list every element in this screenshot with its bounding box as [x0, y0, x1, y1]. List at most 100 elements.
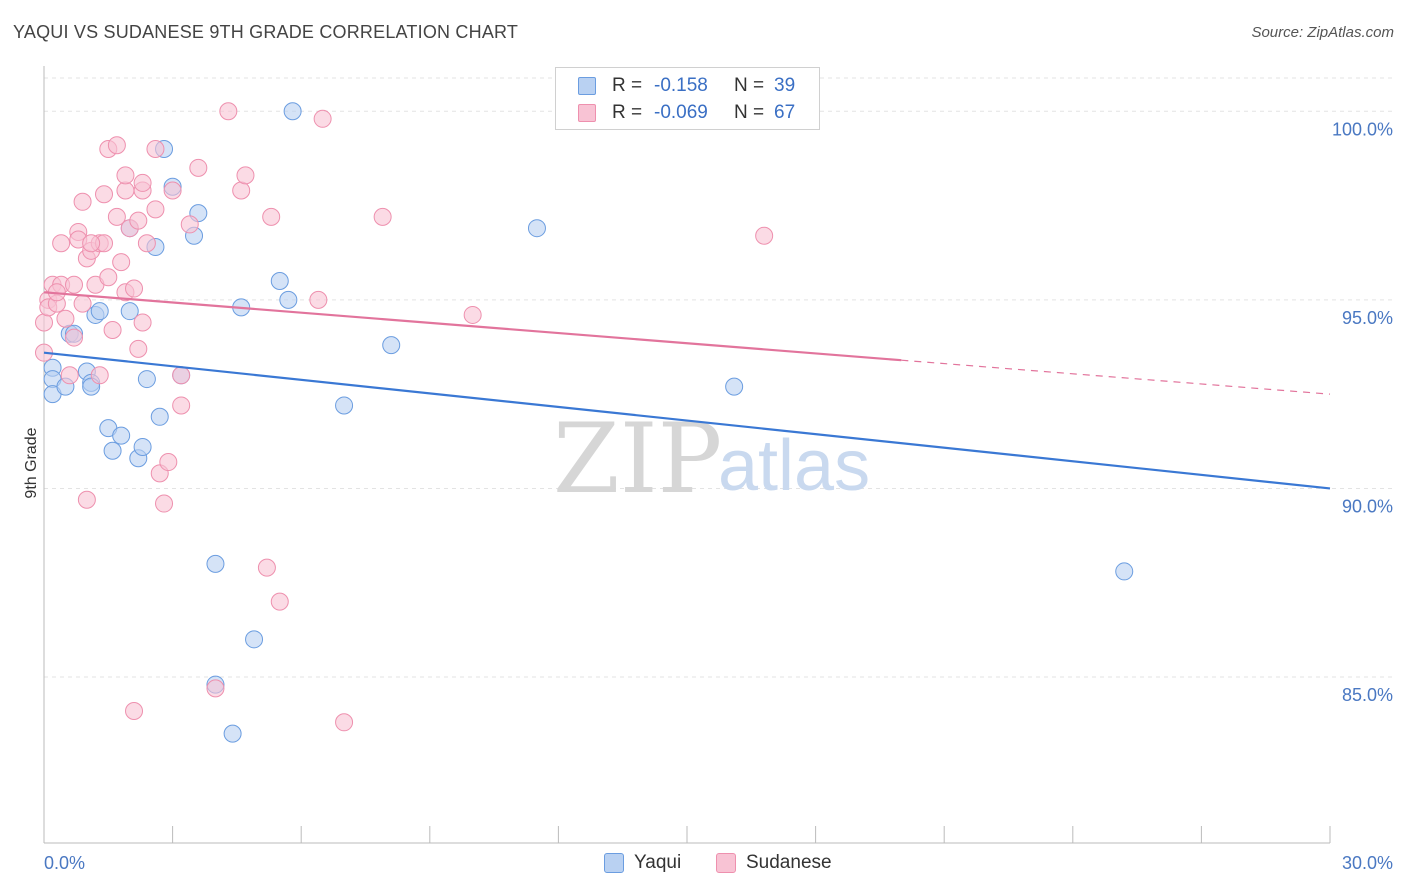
- y-axis-label: 9th Grade: [23, 427, 40, 498]
- point-sudanese: [125, 279, 144, 298]
- y-tick-label: 90.0%: [1342, 496, 1393, 516]
- point-sudanese: [73, 294, 92, 313]
- point-sudanese: [180, 215, 199, 234]
- point-sudanese: [99, 268, 118, 287]
- r-label: R =: [612, 75, 643, 96]
- legend-row-sudanese: R = -0.069 N = 67: [578, 100, 795, 126]
- tick-labels: 85.0% 90.0% 95.0% 100.0% 0.0% 30.0%: [44, 119, 1393, 873]
- point-sudanese: [206, 679, 225, 698]
- n-label: N =: [734, 102, 765, 123]
- y-tick-label: 85.0%: [1342, 685, 1393, 705]
- point-sudanese: [90, 366, 109, 385]
- point-sudanese: [65, 275, 84, 294]
- point-sudanese: [65, 328, 84, 347]
- point-sudanese: [129, 339, 148, 358]
- legend-stats: R = -0.158 N = 39 R = -0.069 N = 67: [555, 67, 820, 130]
- point-sudanese: [232, 181, 251, 200]
- point-sudanese: [236, 166, 255, 185]
- point-sudanese: [262, 207, 281, 226]
- point-sudanese: [77, 490, 96, 509]
- points: [35, 102, 1134, 743]
- point-sudanese: [112, 253, 131, 272]
- n-label: N =: [734, 75, 765, 96]
- point-yaqui: [382, 336, 401, 355]
- x-tick-label: 0.0%: [44, 853, 85, 873]
- point-sudanese: [146, 139, 165, 158]
- point-yaqui: [90, 302, 109, 321]
- point-sudanese: [373, 207, 392, 226]
- point-sudanese: [116, 181, 135, 200]
- point-yaqui: [206, 554, 225, 573]
- point-sudanese: [219, 102, 238, 121]
- point-sudanese: [116, 166, 135, 185]
- point-yaqui: [120, 302, 139, 321]
- point-sudanese: [172, 396, 191, 415]
- point-sudanese: [35, 313, 53, 332]
- point-sudanese: [335, 713, 354, 732]
- trend-line-sudanese: [43, 291, 902, 362]
- point-sudanese: [146, 200, 165, 219]
- point-yaqui: [150, 407, 169, 426]
- chart-title: YAQUI VS SUDANESE 9TH GRADE CORRELATION …: [13, 22, 519, 42]
- point-yaqui: [245, 630, 264, 649]
- y-tick-label: 100.0%: [1332, 119, 1393, 139]
- legend-row-yaqui: R = -0.158 N = 39: [578, 73, 795, 99]
- point-yaqui: [112, 426, 131, 445]
- point-yaqui: [527, 219, 546, 238]
- point-yaqui: [279, 290, 298, 309]
- legend-swatch-yaqui: [604, 853, 624, 873]
- axes: [43, 66, 1331, 844]
- r-label: R =: [612, 102, 643, 123]
- point-sudanese: [60, 366, 79, 385]
- point-sudanese: [129, 211, 148, 230]
- watermark: ZIP atlas: [553, 403, 870, 515]
- point-sudanese: [270, 592, 289, 611]
- n-value: 67: [774, 102, 796, 123]
- trend-line-sudanese-extension: [901, 359, 1331, 395]
- point-sudanese: [755, 226, 774, 245]
- point-sudanese: [137, 234, 156, 253]
- point-yaqui: [283, 102, 302, 121]
- point-sudanese: [313, 109, 332, 128]
- point-sudanese: [133, 173, 152, 192]
- legend-label-yaqui: Yaqui: [634, 852, 682, 873]
- legend-item-sudanese[interactable]: Sudanese: [716, 852, 832, 874]
- point-sudanese: [56, 309, 75, 328]
- point-yaqui: [103, 441, 122, 460]
- point-yaqui: [335, 396, 354, 415]
- point-sudanese: [103, 321, 122, 340]
- legend-swatch-yaqui: [578, 77, 596, 95]
- r-value: -0.069: [654, 102, 708, 123]
- legend-swatch-sudanese: [716, 853, 736, 873]
- point-sudanese: [172, 366, 191, 385]
- point-sudanese: [257, 558, 276, 577]
- point-yaqui: [270, 271, 289, 290]
- point-yaqui: [1115, 562, 1134, 581]
- point-sudanese: [189, 158, 208, 177]
- x-tick-label: 30.0%: [1342, 853, 1393, 873]
- point-sudanese: [82, 234, 101, 253]
- y-tick-label: 95.0%: [1342, 308, 1393, 328]
- legend-item-yaqui[interactable]: Yaqui: [604, 852, 681, 874]
- legend-swatch-sudanese: [578, 104, 596, 122]
- trend-line-yaqui: [43, 351, 1331, 490]
- chart-source: Source: ZipAtlas.com: [1251, 24, 1394, 41]
- legend-series: Yaqui Sudanese: [0, 852, 1406, 878]
- point-sudanese: [95, 185, 114, 204]
- point-yaqui: [133, 437, 152, 456]
- r-value: -0.158: [654, 75, 708, 96]
- legend-label-sudanese: Sudanese: [746, 852, 832, 873]
- point-yaqui: [137, 370, 156, 389]
- point-sudanese: [463, 305, 482, 324]
- point-sudanese: [52, 234, 71, 253]
- point-yaqui: [223, 724, 242, 743]
- point-yaqui: [725, 377, 744, 396]
- point-sudanese: [107, 136, 126, 155]
- point-sudanese: [159, 453, 178, 472]
- watermark-zip: ZIP: [553, 403, 722, 515]
- point-sudanese: [125, 701, 144, 720]
- trend-lines: [43, 291, 1331, 490]
- point-sudanese: [309, 290, 328, 309]
- point-sudanese: [163, 181, 182, 200]
